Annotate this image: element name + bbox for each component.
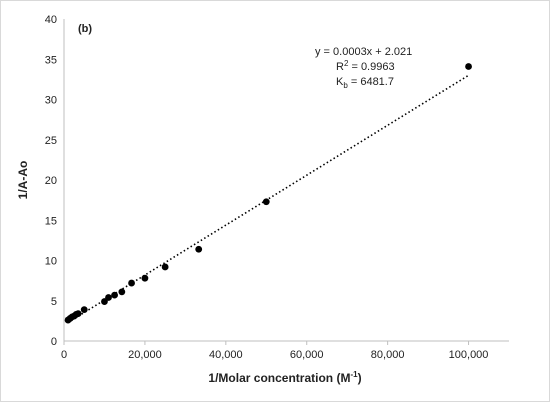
data-point bbox=[128, 279, 135, 287]
y-tick-label: 40 bbox=[45, 14, 57, 26]
data-point bbox=[111, 291, 118, 299]
binding-constant-sub: b bbox=[343, 81, 348, 90]
x-axis-label-sup: -1 bbox=[350, 370, 358, 379]
panel-label: (b) bbox=[78, 23, 92, 35]
y-axis-ticks: 0 5 10 15 20 25 30 35 40 bbox=[45, 14, 57, 348]
y-axis-label: 1/A-Ao bbox=[16, 161, 30, 200]
data-point bbox=[141, 274, 149, 282]
r-squared-label: R2 = 0.9963 bbox=[336, 59, 395, 73]
binding-constant-label: Kb = 6481.7 bbox=[336, 76, 394, 90]
trendline-equation: y = 0.0003x + 2.021 bbox=[315, 46, 412, 58]
x-tick-label: 100,000 bbox=[449, 349, 489, 361]
data-point bbox=[105, 294, 112, 301]
data-point bbox=[80, 306, 88, 314]
y-tick-label: 5 bbox=[51, 296, 57, 308]
x-axis-label-main: 1/Molar concentration (M bbox=[208, 371, 350, 385]
x-axis-ticks: 0 20,000 40,000 60,000 80,000 100,000 bbox=[61, 341, 488, 361]
binding-constant-prefix: K bbox=[336, 76, 344, 88]
x-tick-label: 20,000 bbox=[128, 349, 162, 361]
data-point bbox=[262, 198, 270, 206]
data-point bbox=[465, 63, 472, 70]
r-squared-sup: 2 bbox=[344, 59, 349, 68]
data-point bbox=[118, 288, 126, 296]
data-point bbox=[161, 263, 169, 271]
r-squared-value: = 0.9963 bbox=[348, 61, 394, 73]
y-tick-label: 15 bbox=[45, 215, 57, 227]
x-axis-label-close: ) bbox=[358, 371, 362, 385]
y-tick-label: 10 bbox=[45, 256, 57, 268]
y-tick-label: 0 bbox=[51, 336, 57, 348]
trendline bbox=[67, 74, 469, 324]
y-tick-label: 20 bbox=[45, 175, 57, 187]
y-tick-label: 30 bbox=[45, 95, 57, 107]
x-tick-label: 60,000 bbox=[290, 349, 324, 361]
binding-constant-value: = 6481.7 bbox=[348, 76, 394, 88]
r-squared-prefix: R bbox=[336, 61, 344, 73]
x-tick-label: 0 bbox=[61, 349, 67, 361]
x-tick-label: 40,000 bbox=[209, 349, 243, 361]
y-tick-label: 25 bbox=[45, 135, 57, 147]
y-tick-label: 35 bbox=[45, 54, 57, 66]
x-axis-label: 1/Molar concentration (M-1) bbox=[208, 370, 361, 385]
data-point bbox=[74, 310, 82, 318]
data-point bbox=[195, 245, 203, 253]
data-points bbox=[64, 63, 472, 324]
x-tick-label: 80,000 bbox=[371, 349, 405, 361]
